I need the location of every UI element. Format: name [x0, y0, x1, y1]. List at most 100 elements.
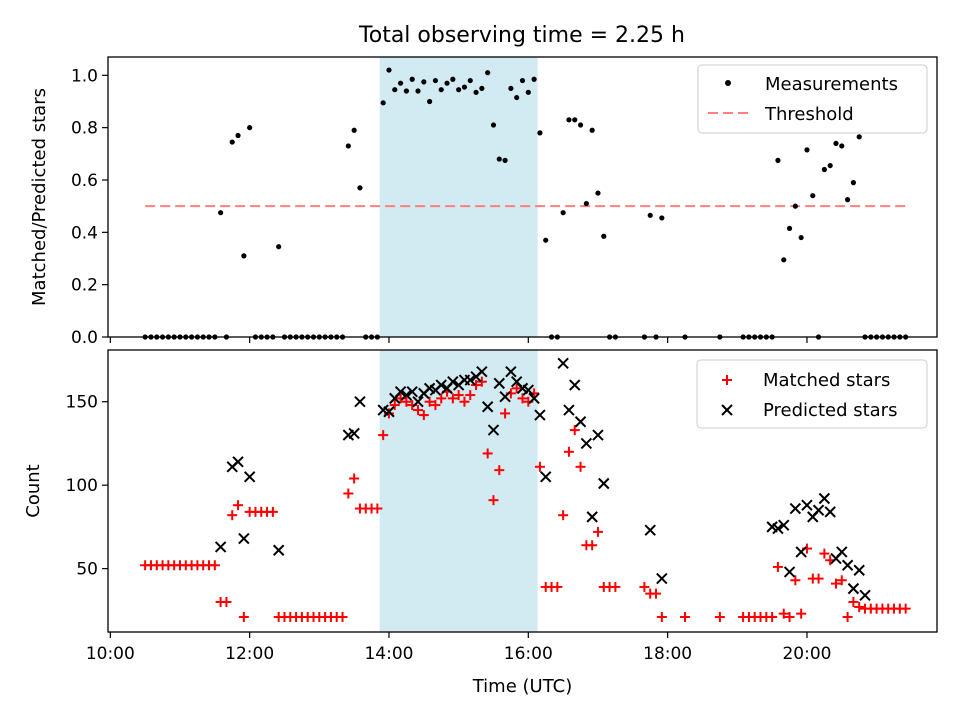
predicted-star-point [354, 396, 366, 408]
matched-star-point [842, 611, 853, 622]
matched-star-point [424, 396, 435, 407]
matched-star-point [494, 465, 505, 476]
matched-star-point [592, 526, 603, 537]
bottom-legend: Matched stars Predicted stars [696, 359, 928, 429]
x-tick-label: 10:00 [86, 644, 135, 664]
measurement-point [490, 122, 497, 128]
predicted-star-point [435, 379, 447, 391]
matched-star-point [848, 596, 859, 607]
y-tick-label: 0.2 [71, 276, 98, 296]
predicted-star-point [522, 384, 535, 396]
measurement-point [409, 76, 415, 82]
top-x-axis [109, 337, 808, 343]
matched-star-point [233, 500, 244, 511]
measurement-point [508, 85, 514, 92]
measurement-point [595, 190, 601, 196]
predicted-star-point [859, 589, 871, 601]
legend-x-marker [721, 404, 733, 416]
measurement-point [415, 88, 421, 94]
matched-star-point [784, 611, 795, 622]
x-tick-label: 12:00 [225, 644, 274, 664]
matched-star-point [854, 601, 865, 612]
predicted-star-point [400, 389, 413, 401]
y-tick-label: 100 [66, 476, 98, 496]
matched-star-point [221, 596, 232, 607]
measurement-point [792, 203, 798, 209]
y-tick-label: 0.0 [71, 328, 98, 348]
predicted-star-point [505, 365, 517, 378]
measurement-point [496, 156, 502, 162]
matched-star-point [401, 396, 412, 407]
measurement-point [775, 157, 781, 163]
measurement-point [432, 77, 439, 84]
x-tick-label: 20:00 [782, 644, 831, 664]
matched-star-point [378, 430, 389, 441]
measurement-point [235, 132, 241, 139]
legend-threshold-label: Threshold [764, 104, 854, 125]
predicted-star-point [528, 392, 540, 405]
top-panel: 0.0 0.2 0.4 0.6 0.8 1.0 Matched/Predicted sta… [29, 56, 938, 348]
top-axes-frame [107, 56, 938, 338]
predicted-star-point [476, 365, 488, 378]
predicted-star-point [598, 477, 610, 490]
measurement-point [839, 143, 845, 149]
measurement-point [856, 134, 862, 140]
predicted-star-point [238, 532, 250, 545]
predicted-star-point [789, 502, 802, 515]
top-y-axis: 0.0 0.2 0.4 0.6 0.8 1.0 [71, 66, 108, 348]
measurement-point [479, 85, 485, 92]
predicted-star-point [499, 391, 511, 403]
bottom-axes-frame [107, 349, 938, 633]
matched-star-point [900, 603, 911, 614]
measurement-point [810, 193, 816, 199]
matched-star-point [227, 510, 238, 521]
measurement-point [519, 77, 526, 84]
predicted-star-point [592, 429, 604, 441]
matched-star-point [349, 473, 360, 484]
predicted-star-point [557, 357, 569, 370]
y-tick-label: 50 [76, 560, 98, 580]
matched-star-point [767, 611, 778, 622]
predicted-star-point [272, 544, 285, 556]
predicted-star-point [232, 456, 244, 468]
matched-star-point [587, 540, 598, 551]
predicted-star-point [540, 471, 552, 483]
chart-title: Total observing time = 2.25 h [358, 23, 685, 48]
matched-star-point [651, 588, 662, 599]
measurement-point [461, 84, 468, 90]
x-axis-label: Time (UTC) [472, 676, 573, 697]
measurement-point [357, 185, 363, 191]
predicted-star-point [836, 546, 848, 558]
predicted-star-point [656, 572, 668, 585]
predicted-star-point [841, 559, 854, 571]
measurement-point [659, 215, 665, 221]
matched-star-point [813, 573, 824, 584]
predicted-star-point [778, 519, 790, 531]
measurement-point [351, 127, 357, 133]
predicted-star-point [563, 404, 575, 416]
measurement-point [218, 210, 224, 216]
predicted-star-point [644, 524, 656, 536]
measurement-point [514, 94, 520, 101]
matched-star-point [558, 510, 569, 521]
top-legend: Measurements Threshold [697, 64, 928, 134]
measurement-point [276, 244, 282, 250]
predicted-star-point [534, 409, 546, 421]
matched-star-point [836, 575, 847, 586]
matched-star-point [830, 578, 841, 589]
matched-star-point [476, 376, 487, 387]
measurement-point [577, 122, 584, 128]
matched-star-point [459, 396, 470, 407]
measurement-point [403, 88, 409, 94]
matched-star-point [453, 390, 464, 401]
legend-measurements-marker [725, 80, 731, 86]
matched-star-point [372, 503, 383, 514]
y-tick-label: 150 [66, 393, 98, 413]
measurement-point [473, 89, 479, 95]
matched-star-point [790, 575, 801, 586]
measurement-point [798, 234, 804, 241]
matched-star-point [209, 560, 220, 571]
measurement-point [392, 87, 398, 93]
matched-star-point [343, 488, 354, 499]
